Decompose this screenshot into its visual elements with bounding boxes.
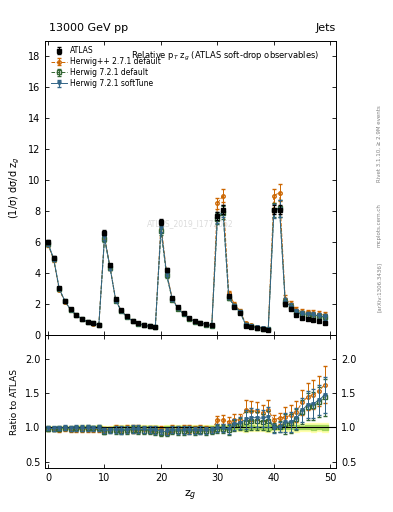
X-axis label: z$_g$: z$_g$ — [184, 489, 197, 503]
Text: mcplots.cern.ch: mcplots.cern.ch — [377, 203, 382, 247]
Text: Rivet 3.1.10, ≥ 2.9M events: Rivet 3.1.10, ≥ 2.9M events — [377, 105, 382, 182]
Text: Jets: Jets — [316, 23, 336, 33]
Text: ATLAS_2019_I1772062: ATLAS_2019_I1772062 — [147, 219, 234, 228]
Text: 13000 GeV pp: 13000 GeV pp — [49, 23, 128, 33]
Y-axis label: Ratio to ATLAS: Ratio to ATLAS — [10, 369, 19, 435]
Y-axis label: (1/σ) dσ/d z$_g$: (1/σ) dσ/d z$_g$ — [8, 157, 22, 219]
Text: Relative p$_T$ z$_g$ (ATLAS soft-drop observables): Relative p$_T$ z$_g$ (ATLAS soft-drop ob… — [131, 50, 320, 63]
Text: [arXiv:1306.3436]: [arXiv:1306.3436] — [377, 262, 382, 312]
Legend: ATLAS, Herwig++ 2.7.1 default, Herwig 7.2.1 default, Herwig 7.2.1 softTune: ATLAS, Herwig++ 2.7.1 default, Herwig 7.… — [48, 44, 163, 90]
